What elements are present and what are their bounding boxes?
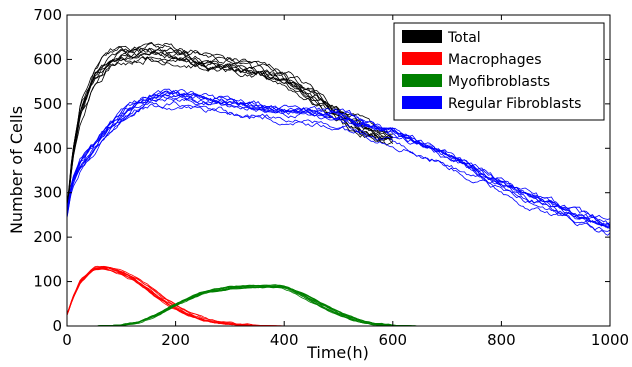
x-tick-label: 200 xyxy=(161,331,190,349)
series-line xyxy=(66,267,285,327)
series-line xyxy=(66,268,285,327)
series-line xyxy=(66,89,611,228)
legend: Total Macrophages Myofibroblasts Regular Fi… xyxy=(393,22,605,121)
series-macrophages xyxy=(66,265,285,327)
x-tick-label: 1000 xyxy=(591,331,629,349)
series-myofibroblasts xyxy=(67,284,458,327)
series-line xyxy=(66,90,611,220)
y-tick-label: 500 xyxy=(33,95,62,113)
x-axis-label: Time(h) xyxy=(306,343,369,362)
y-axis-label: Number of Cells xyxy=(7,106,26,234)
series-line xyxy=(67,286,458,327)
x-tick-label: 600 xyxy=(378,331,407,349)
y-tick-label: 0 xyxy=(52,317,62,335)
series-line xyxy=(66,266,285,327)
legend-swatch xyxy=(402,74,442,87)
series-line xyxy=(66,54,393,211)
series-line xyxy=(66,90,611,227)
series-line xyxy=(67,286,458,327)
legend-label: Total xyxy=(447,30,481,46)
legend-label: Macrophages xyxy=(448,52,542,68)
x-tick-label: 800 xyxy=(487,331,516,349)
series-line xyxy=(67,286,458,327)
series-line xyxy=(66,265,285,327)
ticks-layer: 0 200 400 600 800 1000 0 100 200 300 400 500 600 700 xyxy=(33,6,629,349)
series-line xyxy=(67,285,458,327)
series-line xyxy=(66,101,611,232)
series-line xyxy=(66,267,285,327)
series-line xyxy=(67,284,458,327)
series-line xyxy=(66,47,393,211)
series-line xyxy=(66,101,611,236)
x-tick-label: 0 xyxy=(62,331,72,349)
legend-swatch xyxy=(402,52,442,65)
series-line xyxy=(66,56,394,213)
legend-label: Myofibroblasts xyxy=(448,74,550,90)
series-line xyxy=(67,284,458,327)
series-line xyxy=(67,286,458,327)
series-line xyxy=(67,284,458,327)
y-tick-label: 300 xyxy=(33,184,62,202)
series-line xyxy=(66,92,611,225)
y-tick-label: 600 xyxy=(33,50,62,68)
y-tick-label: 200 xyxy=(33,228,62,246)
series-line xyxy=(66,56,394,215)
series-line xyxy=(66,42,393,206)
y-tick-label: 400 xyxy=(33,139,62,157)
series-line xyxy=(66,88,611,229)
legend-swatch xyxy=(402,96,442,109)
x-tick-label: 400 xyxy=(270,331,299,349)
y-tick-label: 700 xyxy=(33,6,62,24)
legend-swatch xyxy=(402,30,442,43)
series-line xyxy=(66,267,285,327)
legend-label: Regular Fibroblasts xyxy=(448,96,581,112)
series-line xyxy=(66,266,285,327)
series-line xyxy=(66,50,394,211)
series-line xyxy=(66,42,394,211)
series-line xyxy=(66,48,394,212)
y-tick-label: 100 xyxy=(33,273,62,291)
series-regular-fibroblasts xyxy=(66,88,611,236)
series-line xyxy=(67,284,458,327)
series-line xyxy=(66,94,611,227)
series-line xyxy=(66,268,285,327)
series-line xyxy=(66,51,393,212)
series-line xyxy=(67,285,458,327)
series-line xyxy=(66,265,285,327)
series-line xyxy=(66,268,285,327)
plot-frame xyxy=(66,14,611,327)
